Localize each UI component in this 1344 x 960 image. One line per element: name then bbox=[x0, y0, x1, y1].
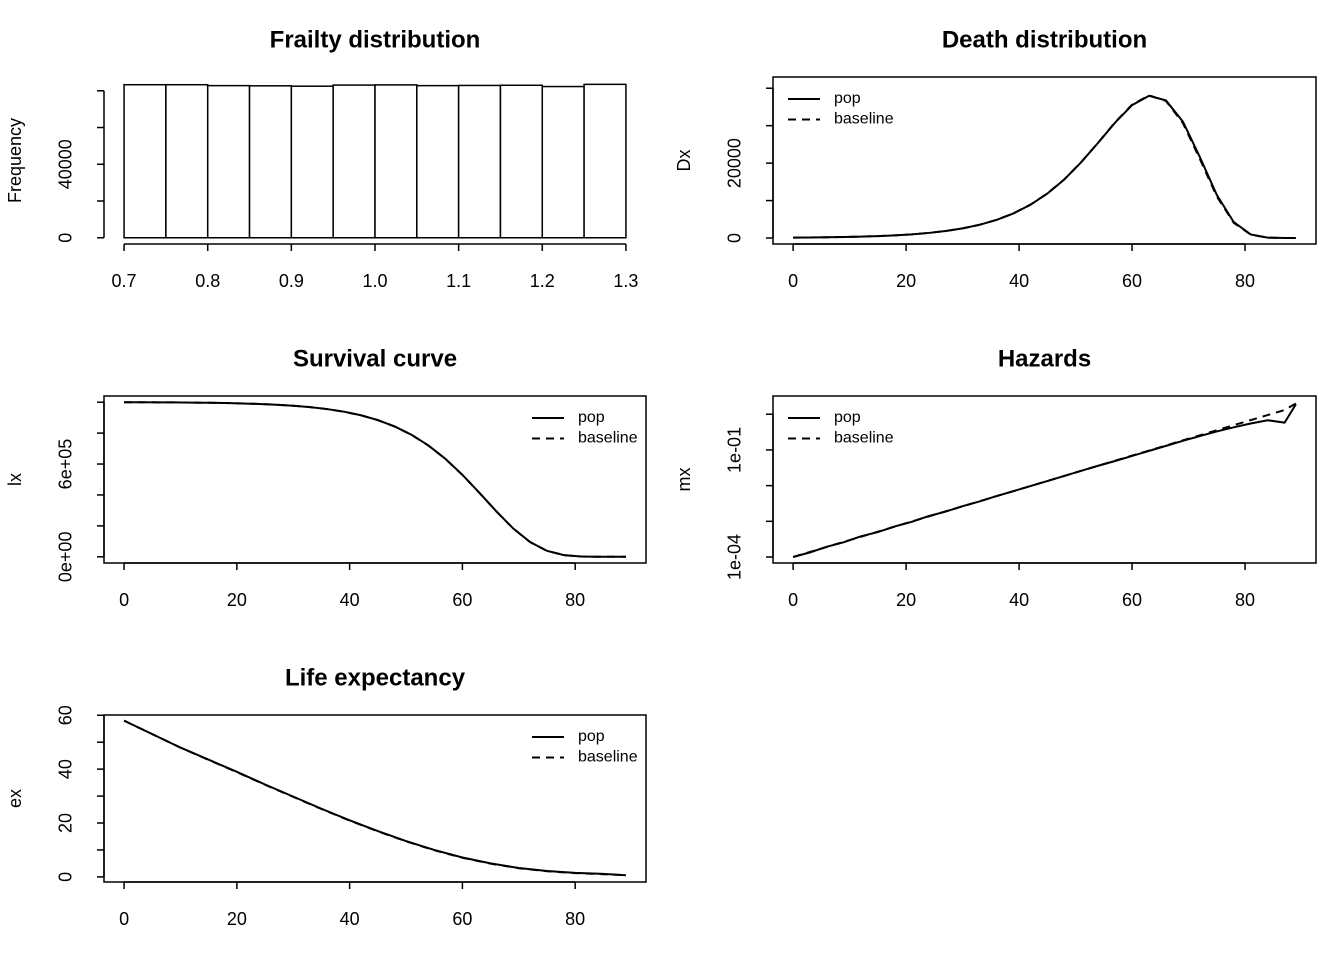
bar bbox=[206, 84, 251, 239]
series-line bbox=[792, 403, 1297, 558]
x-tick-label: 40 bbox=[340, 590, 360, 610]
legend-label: pop bbox=[834, 90, 861, 107]
bar bbox=[165, 83, 209, 239]
y-tick-label: 20 bbox=[56, 813, 76, 833]
y-tick-label: 1e-01 bbox=[725, 427, 745, 473]
chart-title: Frailty distribution bbox=[270, 26, 481, 53]
y-axis-label: ex bbox=[5, 789, 25, 808]
x-tick-label: 0 bbox=[119, 590, 129, 610]
x-tick-label: 40 bbox=[340, 909, 360, 929]
chart-title: Death distribution bbox=[942, 26, 1147, 53]
x-tick-label: 0.8 bbox=[195, 271, 220, 291]
y-tick-label: 60 bbox=[56, 705, 76, 725]
legend-label: pop bbox=[578, 409, 605, 426]
series-line bbox=[123, 719, 626, 877]
x-tick-label: 20 bbox=[896, 271, 916, 291]
y-tick-label: 1e-04 bbox=[725, 534, 745, 580]
x-tick-label: 80 bbox=[1235, 590, 1255, 610]
plot-frame bbox=[103, 714, 647, 883]
x-tick-label: 80 bbox=[1235, 271, 1255, 291]
bar bbox=[123, 83, 167, 239]
bar bbox=[248, 85, 293, 239]
y-tick-label: 40 bbox=[56, 759, 76, 779]
bar bbox=[583, 83, 627, 239]
x-tick-label: 60 bbox=[452, 909, 472, 929]
x-tick-label: 0 bbox=[788, 590, 798, 610]
x-tick-label: 80 bbox=[565, 590, 585, 610]
x-tick-label: 20 bbox=[896, 590, 916, 610]
chart-title: Survival curve bbox=[293, 345, 457, 372]
series-line bbox=[793, 94, 1296, 240]
x-tick-label: 1.2 bbox=[530, 271, 555, 291]
y-axis-label: lx bbox=[5, 473, 25, 486]
bar bbox=[332, 84, 376, 239]
series-line bbox=[123, 719, 626, 877]
bar bbox=[457, 84, 502, 239]
x-tick-label: 1.0 bbox=[362, 271, 387, 291]
plot-frame bbox=[103, 395, 647, 564]
x-tick-label: 1.1 bbox=[446, 271, 471, 291]
x-tick-label: 20 bbox=[227, 909, 247, 929]
x-tick-label: 0 bbox=[119, 909, 129, 929]
bar bbox=[374, 84, 418, 239]
legend-label: baseline bbox=[834, 430, 894, 447]
x-tick-label: 0.7 bbox=[112, 271, 137, 291]
y-axis-label: Dx bbox=[674, 150, 694, 172]
bar bbox=[541, 85, 585, 239]
x-tick-label: 1.3 bbox=[613, 271, 638, 291]
bar bbox=[499, 84, 544, 239]
y-tick-label: 0e+00 bbox=[56, 532, 76, 583]
series-line bbox=[124, 401, 626, 558]
x-tick-label: 60 bbox=[1122, 271, 1142, 291]
y-tick-label: 0 bbox=[725, 233, 745, 243]
chart-title: Hazards bbox=[998, 345, 1091, 372]
y-tick-label: 20000 bbox=[725, 138, 745, 188]
x-tick-label: 60 bbox=[452, 590, 472, 610]
y-tick-label: 6e+05 bbox=[56, 439, 76, 490]
y-axis-label: Frequency bbox=[5, 118, 25, 203]
y-axis-label: mx bbox=[674, 468, 694, 492]
legend-label: baseline bbox=[834, 111, 894, 128]
legend-label: baseline bbox=[578, 430, 638, 447]
x-tick-label: 40 bbox=[1009, 271, 1029, 291]
legend-label: pop bbox=[578, 728, 605, 745]
y-tick-label: 40000 bbox=[56, 139, 76, 189]
bar bbox=[416, 84, 460, 239]
legend-label: pop bbox=[834, 409, 861, 426]
legend-label: baseline bbox=[578, 749, 638, 766]
y-tick-label: 0 bbox=[56, 872, 76, 882]
chart-title: Life expectancy bbox=[285, 664, 466, 691]
x-tick-label: 80 bbox=[565, 909, 585, 929]
x-tick-label: 20 bbox=[227, 590, 247, 610]
series-line bbox=[124, 401, 626, 558]
x-tick-label: 40 bbox=[1009, 590, 1029, 610]
x-tick-label: 0 bbox=[788, 271, 798, 291]
bar bbox=[290, 85, 334, 239]
x-tick-label: 60 bbox=[1122, 590, 1142, 610]
x-tick-label: 0.9 bbox=[279, 271, 304, 291]
y-tick-label: 0 bbox=[56, 233, 76, 243]
